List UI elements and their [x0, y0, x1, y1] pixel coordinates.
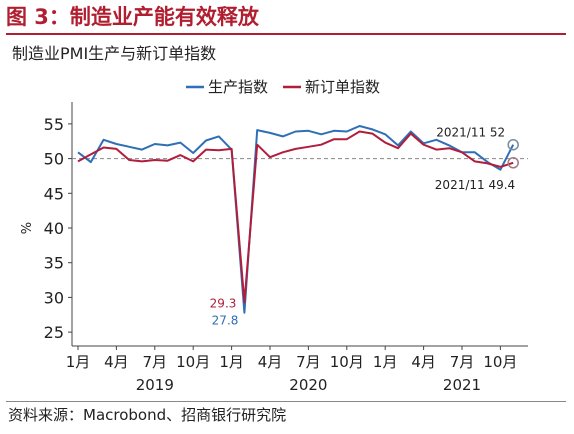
- x-tick-label: 1月: [373, 353, 398, 371]
- x-tick-label: 4月: [258, 353, 283, 371]
- annotation-production-end: 2021/11 52: [436, 126, 505, 140]
- legend-label-production: 生产指数: [208, 78, 268, 96]
- y-tick-label: 55: [44, 115, 64, 134]
- x-tick-label: 10月: [176, 353, 210, 371]
- y-tick-label: 25: [44, 323, 64, 342]
- chart-title: 制造业PMI生产与新订单指数: [12, 44, 217, 63]
- end-marker-production: [507, 138, 519, 151]
- x-tick-label: 10月: [483, 353, 517, 371]
- x-tick-label: 7月: [450, 353, 475, 371]
- y-tick-label: 30: [44, 288, 64, 307]
- legend-label-new-orders: 新订单指数: [305, 78, 380, 96]
- y-tick-label: 45: [44, 184, 64, 203]
- y-tick-label: 40: [44, 219, 64, 238]
- x-tick-label: 1月: [66, 353, 91, 371]
- annotation-new-orders-end: 2021/11 49.4: [435, 178, 515, 192]
- end-marker-new-orders: [507, 157, 519, 169]
- title-divider: [6, 33, 566, 35]
- source-divider: [6, 401, 566, 402]
- y-tick-label: 35: [44, 254, 64, 273]
- x-tick-label: 7月: [296, 353, 321, 371]
- source-note: 资料来源：Macrobond、招商银行研究院: [8, 406, 287, 424]
- year-label: 2021: [443, 376, 481, 394]
- y-axis-label: %: [20, 222, 35, 234]
- year-label: 2020: [289, 376, 327, 394]
- annotation-new-orders-low: 29.3: [210, 296, 237, 310]
- figure-title: 图 3：制造业产能有效释放: [6, 5, 259, 29]
- y-tick-label: 50: [44, 150, 64, 169]
- x-tick-label: 7月: [143, 353, 168, 371]
- x-tick-label: 4月: [104, 353, 129, 371]
- x-tick-label: 10月: [330, 353, 364, 371]
- year-label: 2019: [136, 376, 174, 394]
- x-tick-label: 4月: [411, 353, 436, 371]
- series-line-new-orders: [77, 130, 514, 304]
- annotation-production-low: 27.8: [212, 314, 239, 328]
- series-line-production: [77, 125, 515, 314]
- x-tick-label: 1月: [219, 353, 244, 371]
